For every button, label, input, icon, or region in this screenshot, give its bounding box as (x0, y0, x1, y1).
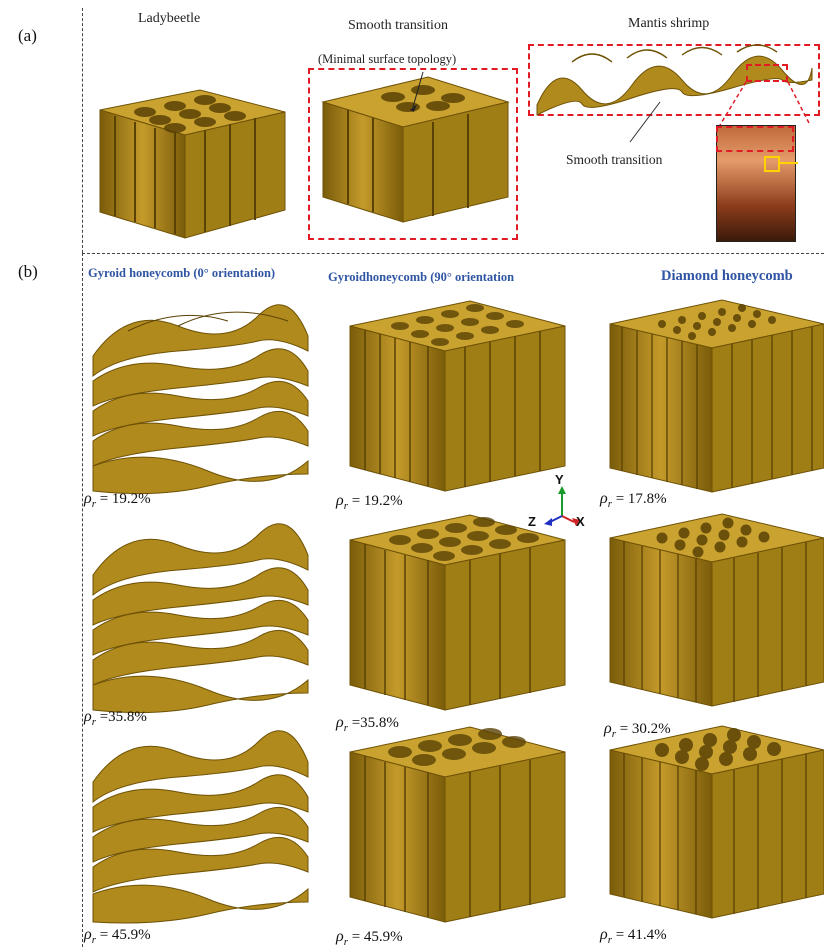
minimal-surface-subtitle: (Minimal surface topology) (318, 52, 457, 66)
column-title-diamond: Diamond honeycomb (661, 268, 793, 284)
gyroid-90-model-row-1 (349, 300, 566, 492)
mantis-shrimp-title: Mantis shrimp (628, 16, 710, 31)
axis-y-label: Y (555, 472, 564, 487)
gyroid-0-model-row-2 (92, 523, 309, 714)
mantis-red-box (528, 44, 820, 116)
density-label: ρr = 19.2% (84, 490, 151, 510)
diamond-model-row-1 (609, 299, 824, 493)
mantis-zoom-small-box (746, 64, 788, 82)
ladybeetle-honeycomb-model (99, 89, 286, 239)
panel-divider (82, 253, 824, 254)
mantis-note-pointer (629, 101, 661, 143)
axis-x-label: X (576, 514, 585, 529)
ladybeetle-title: Ladybeetle (138, 11, 201, 26)
smooth-transition-title: Smooth transition (348, 18, 448, 33)
smooth-transition-model (321, 71, 510, 223)
smooth-transition-red-box (308, 68, 518, 240)
density-label: ρr = 30.2% (604, 720, 671, 740)
gyroid-0-model-row-1 (92, 304, 309, 495)
density-label: ρr = 45.9% (84, 926, 151, 946)
axes-triad-icon (544, 486, 580, 526)
mantis-smooth-transition-note: Smooth transition (566, 152, 663, 167)
density-label: ρr = 17.8% (600, 490, 667, 510)
gyroid-90-model-row-2 (349, 514, 566, 711)
gyroid-90-model-row-3 (349, 726, 566, 923)
mantis-photo (716, 125, 796, 242)
density-label: ρr =35.8% (336, 714, 399, 734)
diamond-model-row-2 (609, 513, 824, 707)
panel-a-left-border (82, 8, 83, 253)
mantis-photo-box (716, 126, 794, 152)
panel-b-label: (b) (18, 262, 38, 281)
density-label: ρr =35.8% (84, 708, 147, 728)
gyroid-0-model-row-3 (92, 730, 309, 924)
mantis-zoom-lines (719, 81, 811, 126)
axis-z-label: Z (528, 514, 536, 529)
mantis-photo-yellow-line (778, 162, 798, 164)
mantis-wave-model (536, 44, 813, 116)
column-title-gyroid-0: Gyroid honeycomb (0° orientation) (88, 266, 276, 280)
panel-a-label: (a) (18, 26, 37, 45)
diamond-model-row-3 (609, 725, 824, 919)
density-label: ρr = 19.2% (336, 492, 403, 512)
density-label: ρr = 45.9% (336, 928, 403, 948)
panel-b-left-border (82, 253, 83, 947)
density-label: ρr = 41.4% (600, 926, 667, 946)
column-title-gyroid-90: Gyroidhoneycomb (90° orientation (328, 270, 515, 284)
mantis-photo-yellow-marker (764, 156, 780, 172)
